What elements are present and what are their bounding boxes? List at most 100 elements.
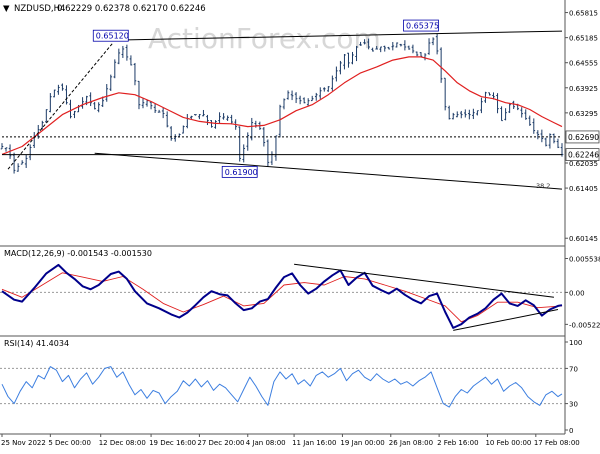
rsi-line <box>1 366 563 408</box>
price-label-box <box>403 19 439 32</box>
symbol-label: NZDUSD,H4 <box>14 4 65 14</box>
macd-label: MACD(12,26,9) -0.001543 -0.001530 <box>4 249 152 258</box>
price-bar <box>323 87 326 92</box>
price-bar <box>427 38 431 55</box>
price-bar <box>359 41 362 46</box>
price-bar <box>411 44 415 54</box>
price-bar <box>399 43 403 47</box>
price-bar <box>149 101 153 110</box>
price-bar <box>548 133 552 149</box>
price-bar <box>459 110 463 119</box>
price-bar <box>101 96 105 107</box>
price-bar <box>552 133 556 144</box>
price-bar <box>69 99 72 119</box>
price-bar <box>314 92 318 101</box>
price-bar <box>16 163 20 172</box>
price-bar <box>387 46 391 50</box>
price-bar <box>500 106 503 122</box>
price-bar <box>335 66 338 82</box>
price-bar <box>242 144 246 163</box>
price-bar <box>302 97 306 104</box>
macd-lower-trendline <box>453 309 559 331</box>
price-bar <box>28 144 32 161</box>
price-bar <box>198 114 201 120</box>
price-bar <box>20 160 24 165</box>
price-bar <box>318 87 322 99</box>
price-bar <box>165 111 169 128</box>
price-box <box>565 148 600 162</box>
price-bar <box>480 97 483 114</box>
price-bar <box>512 100 515 109</box>
price-bar <box>355 45 358 62</box>
price-bar <box>222 113 225 120</box>
price-bar <box>371 47 374 52</box>
price-bar <box>202 109 205 117</box>
price-bar <box>464 109 467 118</box>
rsi-axis-label: 0 <box>569 427 573 435</box>
price-axis-label: 0.60145 <box>569 235 598 243</box>
price-bar <box>24 154 28 168</box>
price-bar <box>169 126 173 141</box>
price-label-box <box>92 29 129 42</box>
time-axis-label: 4 Jan 08:00 <box>246 439 286 447</box>
price-bar <box>141 98 145 109</box>
price-bar <box>532 118 536 134</box>
macd-axis-label: -0.005226 <box>569 321 600 329</box>
price-bar <box>274 135 278 161</box>
fib-projection-line <box>7 42 114 170</box>
price-bar <box>97 102 100 113</box>
rsi-axis-label: 70 <box>569 365 578 373</box>
price-bar <box>447 105 451 120</box>
price-bar <box>133 62 137 86</box>
price-bar <box>504 108 507 121</box>
price-bar <box>45 109 48 123</box>
time-axis-label: 5 Dec 00:00 <box>48 439 91 447</box>
price-bar <box>109 74 113 92</box>
price-bar <box>65 85 68 105</box>
price-bar <box>331 75 334 91</box>
price-bar <box>153 103 157 113</box>
price-bar <box>238 126 241 162</box>
price-bar <box>210 120 213 128</box>
price-bar <box>81 97 84 109</box>
price-bar <box>375 46 378 50</box>
price-bar <box>105 84 109 102</box>
price-bar <box>536 130 540 140</box>
price-bar <box>282 98 286 110</box>
macd-axis-label: 0.00 <box>569 289 585 297</box>
price-bar <box>310 95 314 102</box>
price-axis-label: 0.64555 <box>569 60 598 68</box>
upper-trendline <box>110 30 563 41</box>
price-bar <box>49 93 52 113</box>
rsi-axis-label: 30 <box>569 401 578 409</box>
macd-pane <box>0 263 565 331</box>
price-bar <box>93 101 96 110</box>
price-bar <box>157 109 161 113</box>
price-label-box <box>221 165 258 178</box>
price-bar <box>379 46 383 53</box>
time-axis-label: 25 Nov 2022 <box>1 439 46 447</box>
price-bar <box>339 60 342 75</box>
time-axis-label: 10 Feb 00:00 <box>485 439 531 447</box>
time-axis-label: 11 Jan 16:00 <box>292 439 336 447</box>
price-bar <box>298 95 302 105</box>
price-axis-label: 0.63925 <box>569 85 598 93</box>
price-bar <box>451 112 455 120</box>
price-box <box>565 130 600 144</box>
price-bar <box>117 48 121 65</box>
ohlc-readout: 0.62229 0.62378 0.62170 0.62246 <box>57 4 206 14</box>
price-pane: 0.65120 0.65375 0.61900 38.2 <box>0 19 564 190</box>
price-bar <box>508 102 511 113</box>
price-label: 0.61900 <box>225 168 258 177</box>
price-bar <box>181 125 185 134</box>
price-bar <box>455 111 459 118</box>
rsi-axis-label: 100 <box>569 339 582 347</box>
moving-average-line <box>1 56 563 155</box>
time-axis-label: 27 Dec 20:00 <box>197 439 244 447</box>
price-bar <box>206 114 209 126</box>
price-bar <box>419 52 423 57</box>
collapse-triangle-icon[interactable]: ▼ <box>3 4 10 14</box>
price-bar <box>435 33 439 55</box>
price-bar <box>278 104 282 138</box>
